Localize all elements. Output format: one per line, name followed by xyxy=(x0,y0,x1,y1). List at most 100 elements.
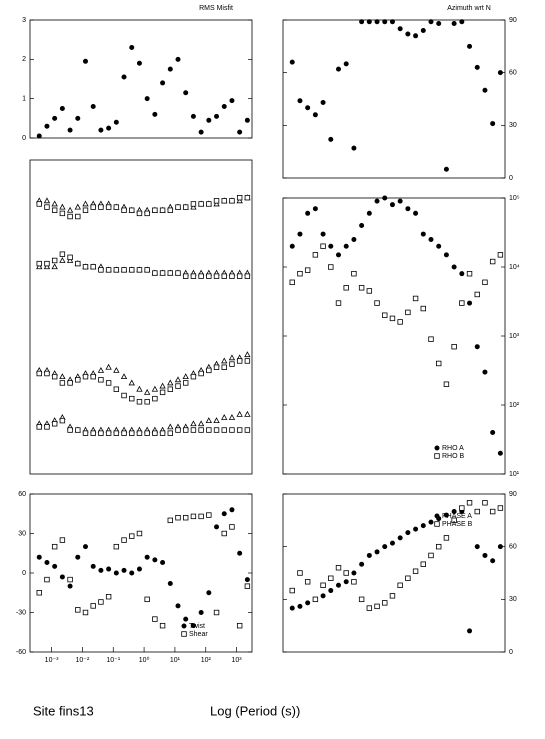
marker xyxy=(436,360,442,367)
marker xyxy=(221,414,228,420)
marker xyxy=(221,273,227,279)
marker xyxy=(75,213,81,220)
y-tick-label: 2 xyxy=(22,56,26,63)
marker xyxy=(198,201,204,207)
x-tick-label: 10⁰ xyxy=(139,656,150,664)
marker xyxy=(113,430,120,436)
marker xyxy=(474,64,480,70)
marker xyxy=(420,305,426,312)
marker xyxy=(90,104,96,110)
marker xyxy=(120,373,128,380)
marker xyxy=(320,100,326,106)
marker xyxy=(67,576,73,583)
marker xyxy=(497,70,503,76)
marker xyxy=(343,579,349,585)
marker xyxy=(152,395,158,402)
marker xyxy=(36,554,42,560)
marker xyxy=(90,204,96,210)
marker xyxy=(490,121,496,127)
marker xyxy=(320,231,326,237)
marker xyxy=(482,87,488,93)
marker xyxy=(66,206,74,213)
marker xyxy=(229,427,235,433)
marker xyxy=(343,61,349,67)
marker xyxy=(75,607,81,613)
marker xyxy=(467,300,473,306)
marker xyxy=(205,417,213,424)
marker xyxy=(67,254,73,261)
y-tick-label: 60 xyxy=(18,491,26,498)
marker xyxy=(121,430,127,436)
marker xyxy=(420,523,426,529)
marker xyxy=(136,267,143,273)
marker xyxy=(44,123,50,129)
marker xyxy=(75,115,81,121)
marker xyxy=(244,117,250,123)
marker xyxy=(183,515,189,521)
marker xyxy=(236,197,243,204)
marker xyxy=(136,399,143,405)
marker xyxy=(106,125,112,131)
marker xyxy=(167,66,173,72)
marker xyxy=(366,210,372,216)
marker xyxy=(489,258,496,265)
marker xyxy=(136,430,143,436)
marker xyxy=(51,207,58,213)
marker xyxy=(44,424,50,430)
marker xyxy=(98,430,104,436)
plot-frame xyxy=(29,493,253,653)
marker xyxy=(397,582,403,588)
marker xyxy=(328,243,334,249)
marker xyxy=(443,512,449,518)
marker xyxy=(297,270,303,277)
marker xyxy=(121,537,127,543)
marker xyxy=(44,204,50,210)
marker xyxy=(206,512,212,518)
marker xyxy=(335,300,342,306)
x-tick-label: 10⁻¹ xyxy=(106,657,120,664)
y-tick-label: 60 xyxy=(509,70,517,77)
marker xyxy=(129,570,135,576)
marker xyxy=(304,579,311,585)
marker xyxy=(121,74,127,80)
marker xyxy=(121,567,127,573)
plot-frame xyxy=(29,19,253,139)
marker xyxy=(358,285,365,291)
marker xyxy=(359,19,365,25)
marker xyxy=(459,505,465,511)
marker xyxy=(190,113,196,119)
marker xyxy=(229,98,235,104)
marker xyxy=(382,544,388,550)
marker xyxy=(67,213,73,220)
marker xyxy=(206,367,212,374)
marker xyxy=(374,603,380,610)
marker xyxy=(190,203,197,210)
marker xyxy=(59,257,66,263)
marker xyxy=(98,204,104,210)
marker xyxy=(144,96,150,102)
marker xyxy=(43,197,51,204)
marker xyxy=(159,622,166,629)
marker xyxy=(312,252,319,258)
marker xyxy=(75,260,81,267)
marker xyxy=(305,105,311,111)
marker xyxy=(160,80,166,86)
marker xyxy=(413,526,419,532)
marker xyxy=(221,511,227,517)
marker xyxy=(151,385,159,392)
marker xyxy=(105,430,112,436)
marker xyxy=(482,279,488,286)
marker xyxy=(289,243,295,249)
marker xyxy=(213,364,220,370)
marker xyxy=(405,31,411,37)
marker xyxy=(67,427,73,433)
marker xyxy=(389,593,396,599)
marker xyxy=(229,507,235,513)
marker xyxy=(113,204,120,210)
marker xyxy=(236,194,243,201)
marker xyxy=(152,616,158,622)
marker xyxy=(183,616,189,622)
marker xyxy=(198,610,204,616)
marker xyxy=(213,273,220,279)
